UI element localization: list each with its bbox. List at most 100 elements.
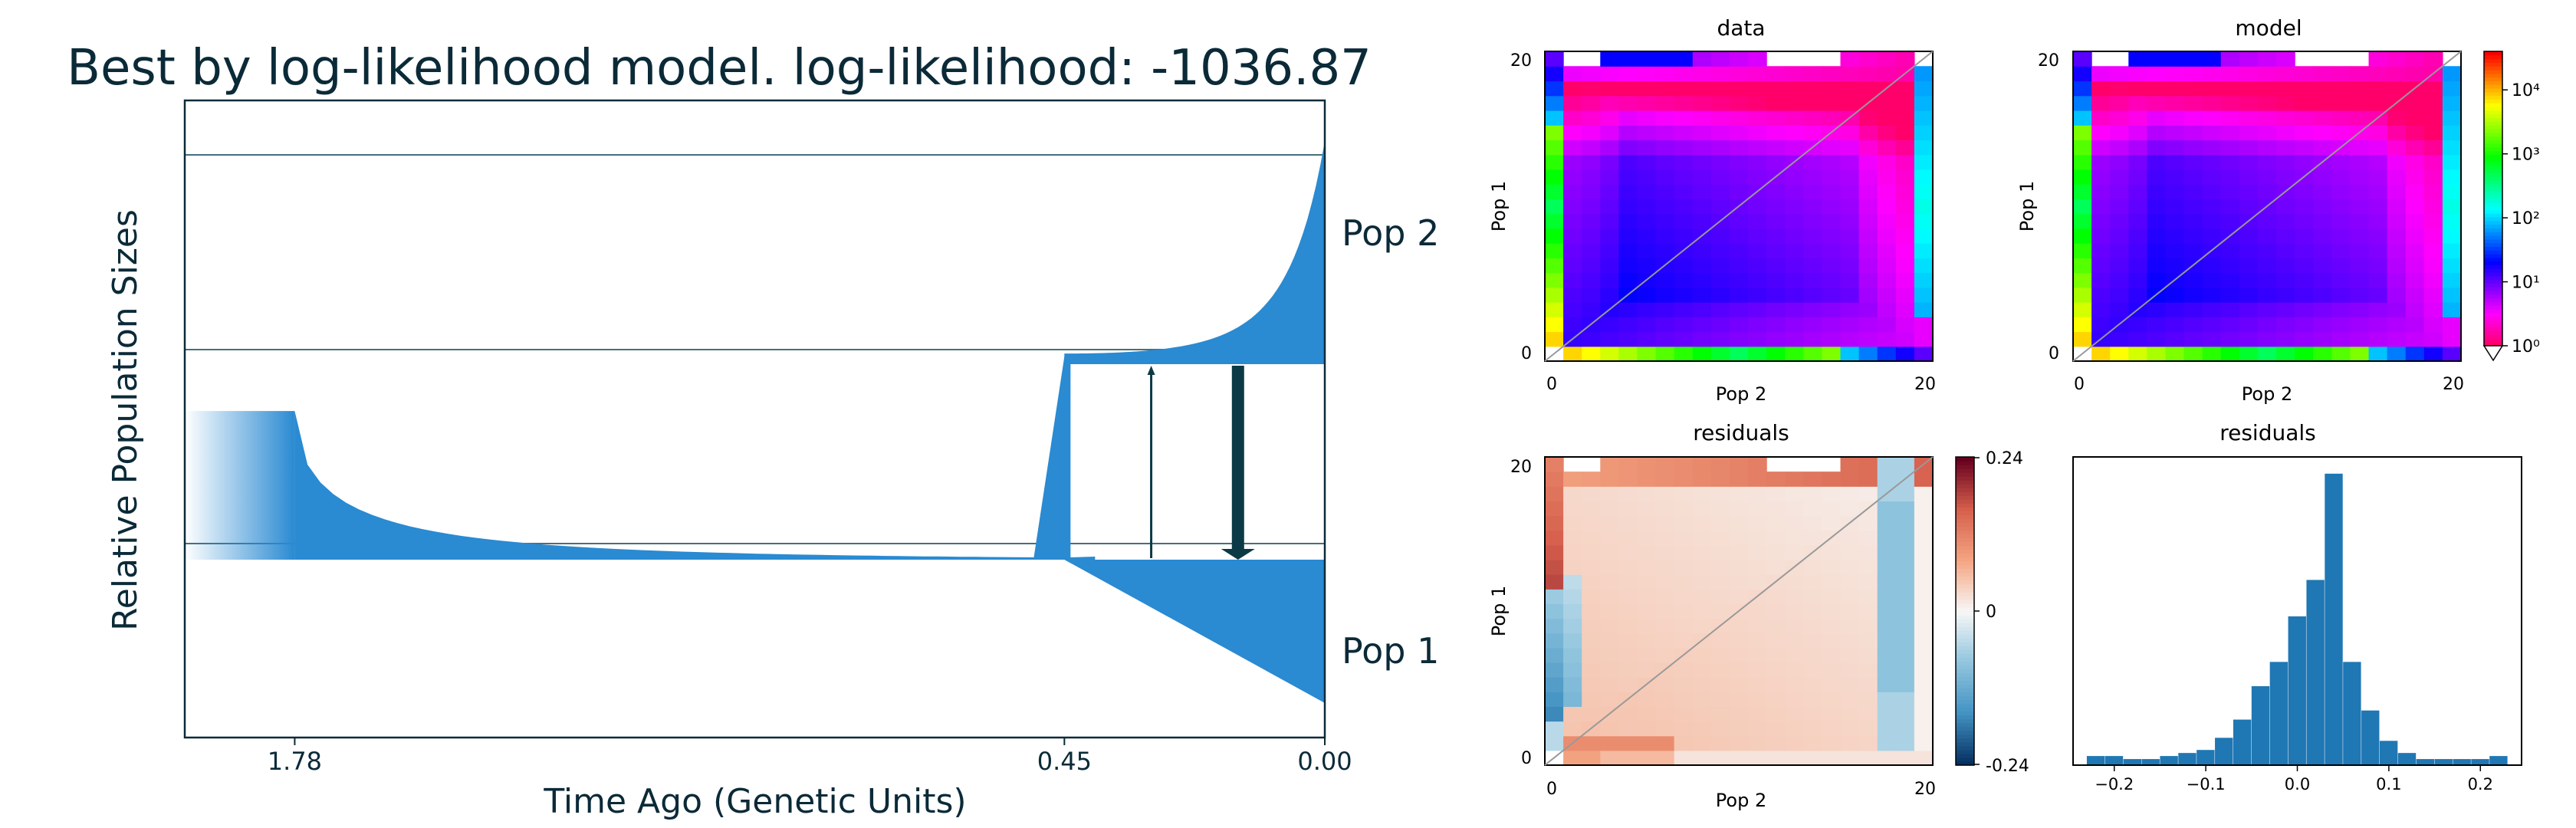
residuals-colorbar-segment <box>1956 572 1974 577</box>
residuals-colorbar-segment <box>1956 465 1974 469</box>
data-cell <box>1729 258 1749 274</box>
data-cell <box>1674 95 1694 111</box>
model-cell <box>2110 95 2129 111</box>
model-cell <box>2276 169 2295 185</box>
migration-arrowhead-strong <box>1221 549 1255 560</box>
data-cell <box>1674 51 1694 67</box>
model-cell <box>2257 184 2277 199</box>
model-cell <box>2147 66 2167 82</box>
histogram-bar <box>2269 662 2288 765</box>
model-cell <box>2257 80 2277 97</box>
residuals-cell <box>1563 647 1582 663</box>
model-cell <box>2331 213 2351 229</box>
model-cell <box>2091 346 2111 362</box>
model-cell <box>2239 80 2259 97</box>
data-cell <box>1600 213 1619 229</box>
data-cell <box>1563 317 1582 333</box>
log-colorbar-segment <box>2484 232 2502 236</box>
model-cell <box>2165 228 2185 244</box>
log-colorbar-segment <box>2484 220 2502 225</box>
data-cell <box>1674 80 1694 97</box>
model-cell <box>2350 272 2370 288</box>
residuals-cell <box>1840 530 1860 546</box>
residuals-cell <box>1674 662 1694 678</box>
residuals-cell <box>1692 530 1712 546</box>
model-cell <box>2073 66 2092 82</box>
residuals-cell <box>1729 530 1749 546</box>
data-cell <box>1582 258 1601 274</box>
log-colorbar-segment <box>2484 183 2502 189</box>
residuals-cell <box>1710 662 1730 678</box>
model-cell <box>2295 258 2314 274</box>
log-colorbar-segment <box>2484 238 2502 244</box>
residuals-colorbar-segment <box>1956 511 1974 515</box>
data-cell <box>1692 169 1712 185</box>
residuals-cell <box>1914 472 1934 487</box>
data-cell <box>1582 199 1601 215</box>
data-cell <box>1674 184 1694 199</box>
model-cell <box>2368 95 2388 111</box>
model-cell <box>2183 110 2203 126</box>
demographic-model-plot: Best by log-likelihood model. log-likeli… <box>67 40 1439 821</box>
data-cell <box>1545 80 1564 97</box>
log-colorbar-segment <box>2484 209 2502 214</box>
residuals-cell <box>1545 603 1564 619</box>
data-cell <box>1582 287 1601 303</box>
residuals-cell <box>1729 544 1749 560</box>
data-cell <box>1563 258 1582 274</box>
residuals-cell <box>1637 721 1657 737</box>
residuals-colorbar-segment <box>1956 518 1974 524</box>
model-cell <box>2331 228 2351 244</box>
residuals-cb-tick-min: -0.24 <box>1986 757 2029 776</box>
data-cell <box>1895 243 1915 258</box>
data-cell <box>1766 199 1786 215</box>
model-cell <box>2331 80 2351 97</box>
residuals-cell <box>1895 632 1915 649</box>
data-cell <box>1600 184 1619 199</box>
residuals-cell <box>1600 472 1619 487</box>
log-colorbar-segment <box>2484 121 2502 126</box>
data-cell <box>1803 317 1823 333</box>
data-cell <box>1692 317 1712 333</box>
model-cell <box>2257 140 2277 156</box>
model-cell <box>2183 51 2203 67</box>
data-cell <box>1710 169 1730 185</box>
data-cell <box>1674 169 1694 185</box>
model-cell <box>2202 169 2222 185</box>
model-cell <box>2165 302 2185 317</box>
model-cell <box>2387 125 2407 141</box>
residuals-colorbar-segment <box>1956 718 1974 724</box>
residuals-cell <box>1545 544 1564 560</box>
model-cell <box>2405 302 2425 317</box>
model-cell <box>2165 125 2185 141</box>
data-cell <box>1858 258 1878 274</box>
residuals-cell <box>1582 706 1601 722</box>
residuals-cell <box>1914 692 1934 708</box>
residuals-cell <box>1895 486 1915 502</box>
model-cell <box>2387 51 2407 67</box>
residuals-colorbar-segment <box>1956 688 1974 693</box>
model-cell <box>2350 80 2370 97</box>
residuals-cell <box>1803 677 1823 692</box>
residuals-cell <box>1858 677 1878 692</box>
data-cell <box>1822 154 1842 170</box>
data-cell <box>1600 125 1619 141</box>
residuals-cell <box>1692 706 1712 722</box>
residuals-cell <box>1637 750 1657 766</box>
data-cell <box>1582 302 1601 317</box>
data-cell <box>1822 184 1842 199</box>
ancestral-decline <box>294 411 1096 560</box>
histogram-bar <box>2233 719 2252 765</box>
residuals-cell <box>1563 560 1582 575</box>
data-cell <box>1692 213 1712 229</box>
residuals-cell <box>1785 589 1804 605</box>
data-cell <box>1877 154 1897 170</box>
data-cell <box>1895 272 1915 288</box>
residuals-colorbar-segment <box>1956 560 1974 566</box>
data-cell <box>1729 184 1749 199</box>
data-cell <box>1729 287 1749 303</box>
residuals-cell <box>1674 721 1694 737</box>
model-cell <box>2239 228 2259 244</box>
ancestral-population <box>185 411 295 560</box>
data-cell <box>1655 184 1675 199</box>
